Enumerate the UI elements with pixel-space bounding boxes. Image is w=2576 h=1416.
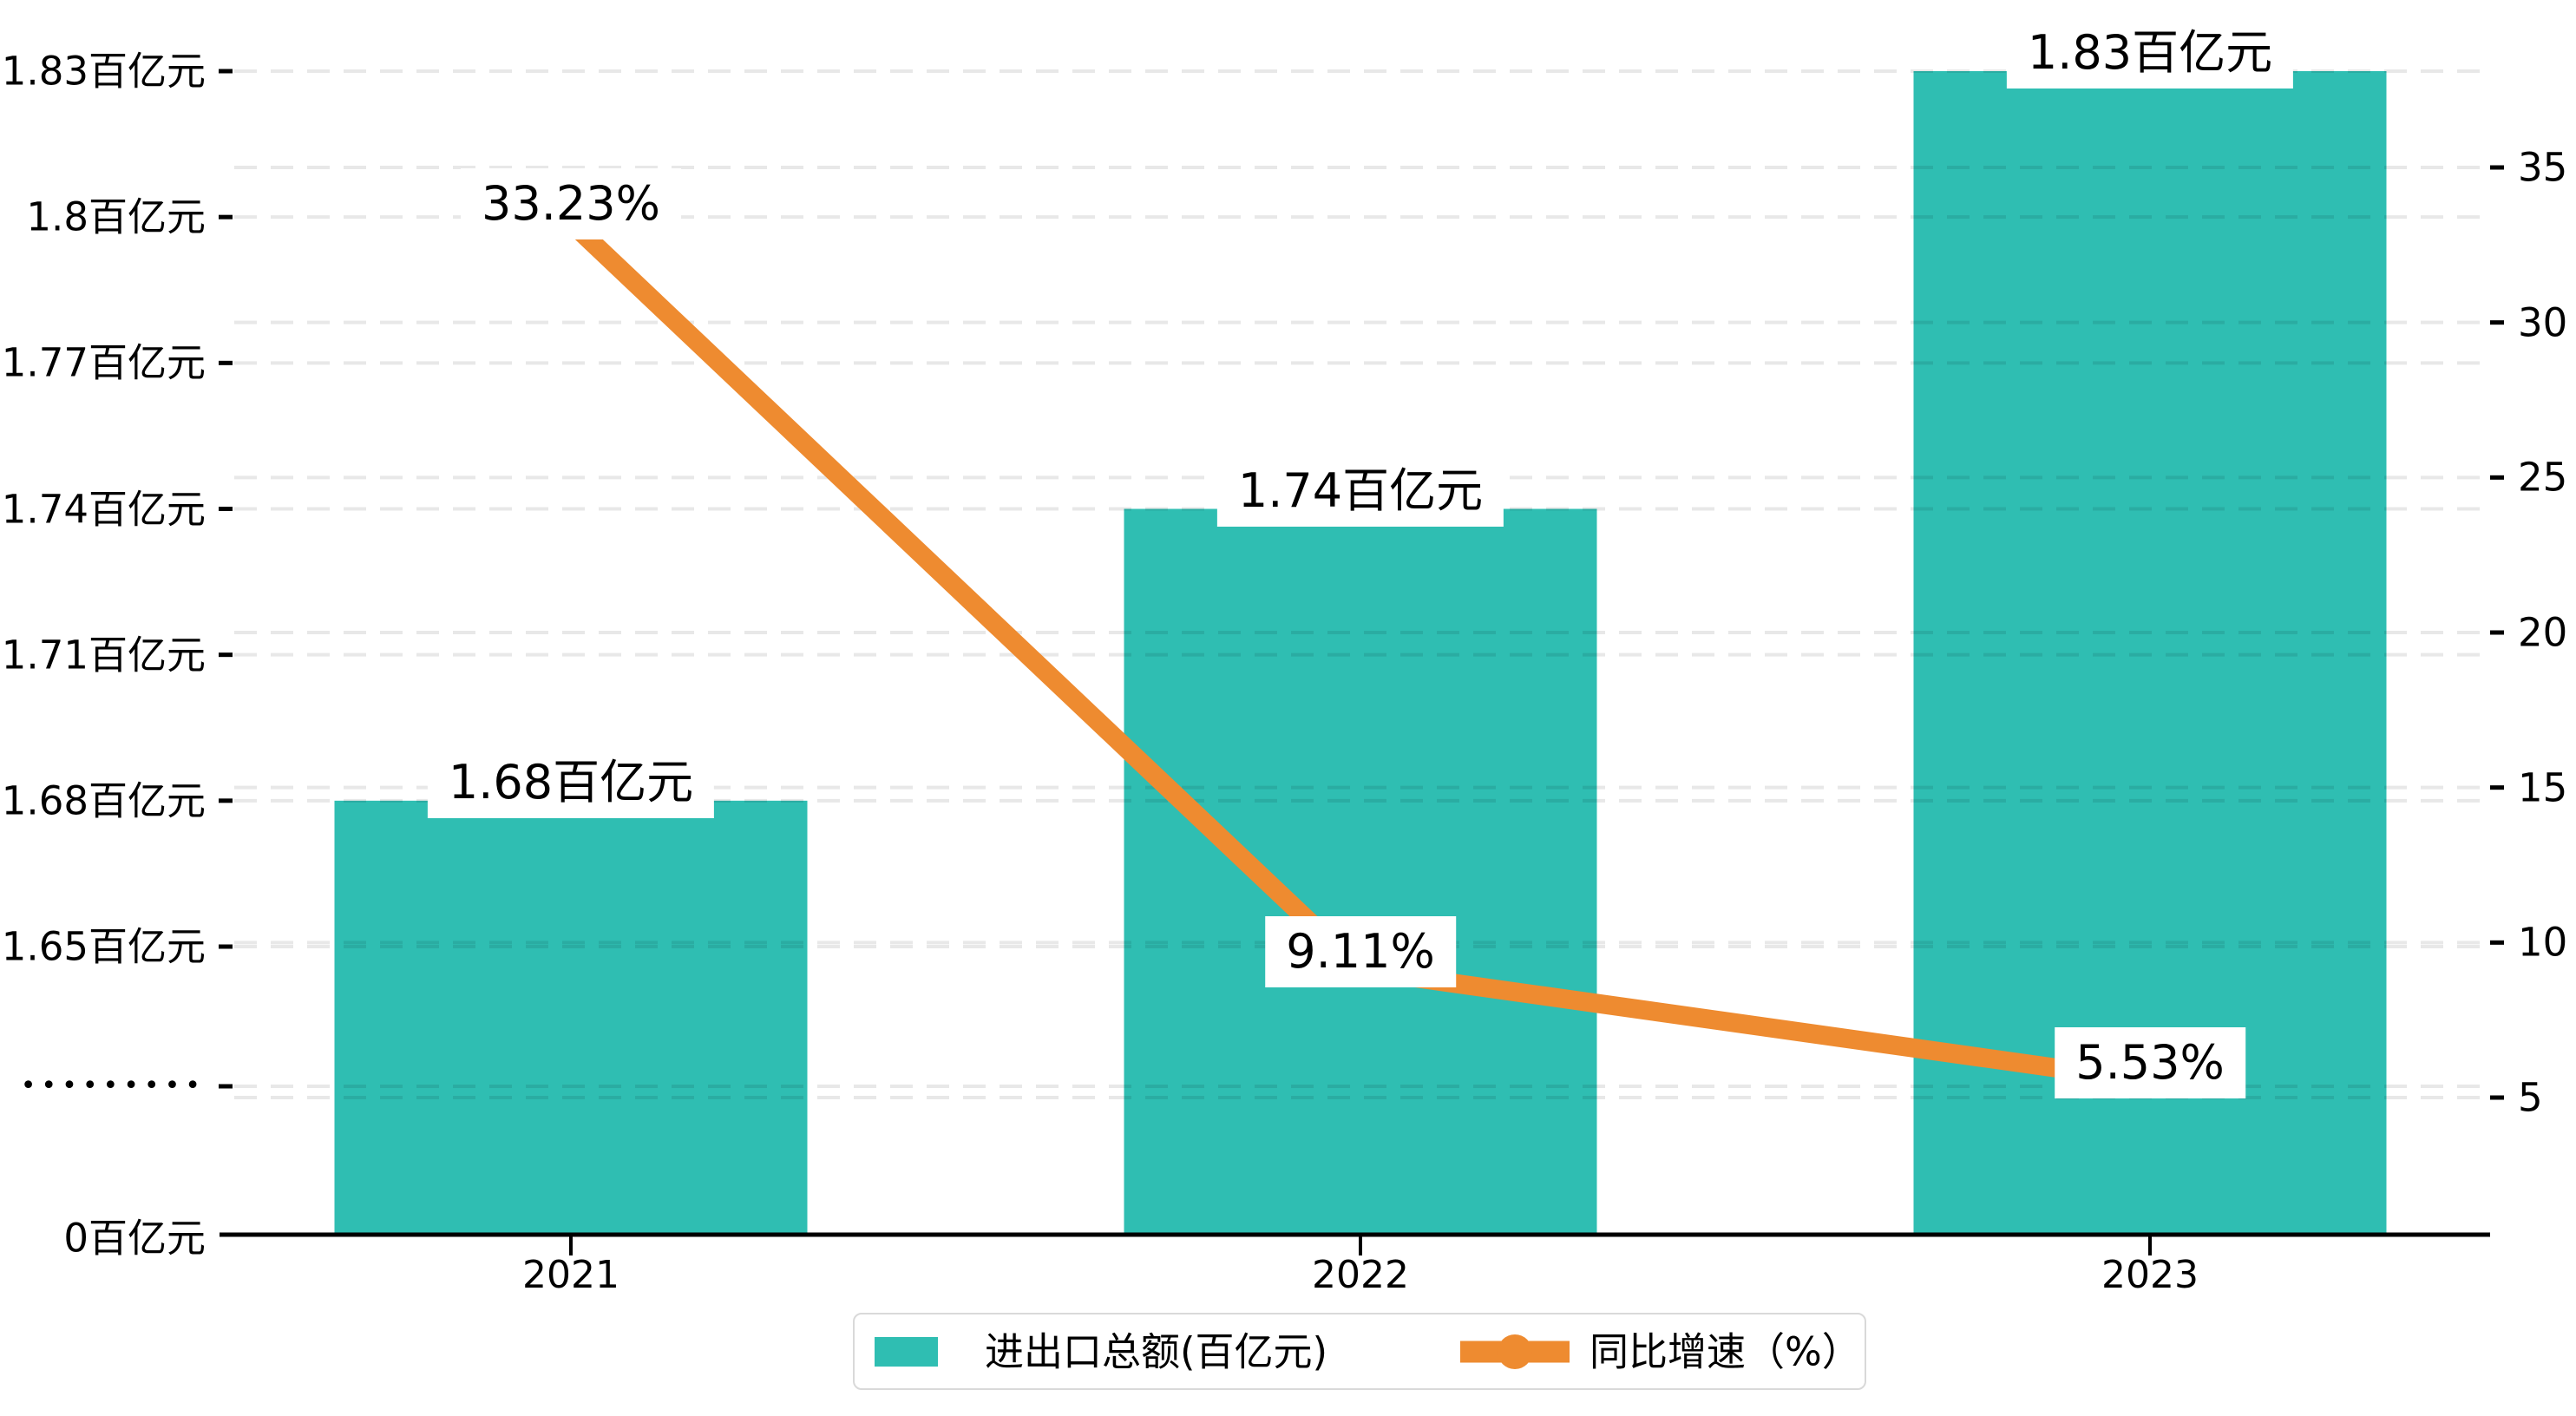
right-axis-tick-mark	[2490, 785, 2504, 790]
bar-value-label: 1.74百亿元	[1216, 455, 1504, 527]
x-axis-label-2023: 2023	[2101, 1253, 2199, 1297]
right-axis-tick-label: 20	[2518, 609, 2568, 656]
right-axis-tick-label: 15	[2518, 764, 2568, 811]
x-axis-label-2022: 2022	[1312, 1253, 1409, 1297]
right-axis-tick-mark	[2490, 320, 2504, 325]
right-axis-tick-label: 5	[2518, 1074, 2543, 1121]
right-axis-tick-label: 10	[2518, 919, 2568, 966]
left-axis-tick-mark	[219, 798, 233, 803]
right-axis-tick-mark	[2490, 940, 2504, 945]
left-axis-tick-label: 1.83百亿元	[1, 48, 206, 95]
right-axis-tick-mark	[2490, 1095, 2504, 1100]
right-axis-tick-label: 30	[2518, 299, 2568, 346]
x-axis-tick-mark	[1359, 1235, 1362, 1255]
legend-line-label: 同比增速（%）	[1590, 1328, 1861, 1374]
bar-value-label: 1.68百亿元	[427, 746, 715, 818]
x-axis-label-2021: 2021	[522, 1253, 619, 1297]
left-axis-tick-mark	[219, 652, 233, 658]
left-axis-tick-label: 0百亿元	[63, 1215, 206, 1262]
legend-line-marker-icon	[1460, 1334, 1570, 1369]
x-axis-tick-mark	[2148, 1235, 2152, 1255]
left-axis-tick-label: 1.68百亿元	[1, 777, 206, 824]
line-value-label: 33.23%	[461, 168, 681, 240]
left-axis-tick-mark	[219, 944, 233, 949]
left-axis-tick-mark	[219, 360, 233, 365]
bar-value-label: 1.83百亿元	[2006, 17, 2294, 88]
line-value-label: 9.11%	[1265, 916, 1456, 988]
right-axis-tick-label: 35	[2518, 144, 2568, 191]
left-axis-tick-label: 1.74百亿元	[1, 486, 206, 532]
right-axis-tick-mark	[2490, 475, 2504, 480]
left-axis-tick-label: 1.71百亿元	[1, 632, 206, 678]
right-axis-tick-mark	[2490, 165, 2504, 170]
left-axis-tick-label: 1.8百亿元	[26, 193, 206, 240]
line-value-label: 5.53%	[2055, 1027, 2245, 1099]
right-axis-tick-mark	[2490, 630, 2504, 635]
legend-bar-swatch	[875, 1336, 938, 1367]
left-axis-tick-mark	[219, 1084, 233, 1089]
left-axis-tick-label: 1.77百亿元	[1, 339, 206, 386]
left-axis-tick-mark	[219, 69, 233, 74]
bar-2022	[1124, 508, 1597, 1233]
left-axis-tick-mark	[219, 507, 233, 511]
legend-bar-label: 进出口总额(百亿元)	[985, 1328, 1328, 1374]
left-axis-tick-mark	[219, 214, 233, 220]
left-axis-tick-label: 1.65百亿元	[1, 923, 206, 970]
legend: 进出口总额(百亿元) 同比增速（%）	[853, 1313, 1866, 1390]
left-axis-break-marker: •••••••••	[20, 1071, 206, 1101]
bar-2021	[334, 800, 808, 1233]
x-axis-tick-mark	[569, 1235, 573, 1255]
right-axis-tick-label: 25	[2518, 454, 2568, 501]
